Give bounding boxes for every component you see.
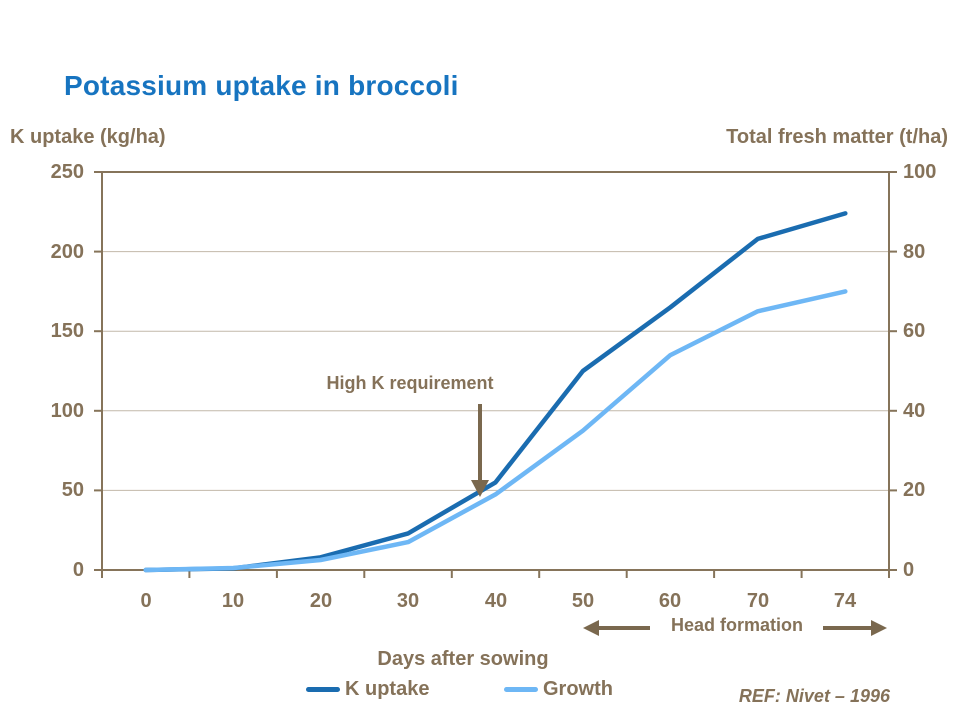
y-left-tick-label: 150 [50,320,84,342]
y-left-tick-label: 50 [61,479,84,501]
legend-label-k-uptake: K uptake [345,677,430,700]
x-tick-label: 40 [484,590,508,612]
x-axis-title: Days after sowing [377,648,549,670]
x-tick-label: 60 [658,590,682,612]
x-tick-label: 50 [571,590,595,612]
x-tick-label: 0 [140,590,152,612]
y-left-tick-label: 0 [72,559,84,581]
x-tick-label: 10 [221,590,245,612]
axis-tick-marks [94,171,897,578]
high-k-annotation: High K requirement [326,373,494,393]
x-tick-label: 70 [746,590,770,612]
y-right-tick-label: 60 [903,320,926,342]
legend-item-growth: Growth [504,676,613,702]
head-formation-annotation: Head formation [670,615,803,635]
legend-item-k-uptake: K uptake [306,676,429,702]
y-right-tick-label: 20 [903,479,926,501]
k-uptake-swatch-icon [306,686,340,692]
growth-swatch-icon [504,686,538,692]
y-right-tick-label: 100 [903,161,937,183]
x-tick-label: 30 [396,590,420,612]
y-right-tick-label: 80 [903,241,926,263]
y-right-tick-label: 40 [903,400,926,422]
y-left-tick-label: 250 [50,161,84,183]
x-tick-label: 74 [833,590,857,612]
chart-title: Potassium uptake in broccoli [64,70,459,101]
y-left-axis-title: K uptake (kg/ha) [10,126,166,148]
growth-line [143,289,848,573]
x-tick-label: 20 [309,590,333,612]
plot-border [101,171,890,571]
legend-label-growth: Growth [543,677,613,700]
y-left-tick-label: 200 [50,241,84,263]
gridlines [102,251,889,491]
reference-text: REF: Nivet – 1996 [738,686,890,706]
y-right-tick-label: 0 [903,559,915,581]
head-formation-span-arrows-icon [583,620,887,636]
y-left-tick-label: 100 [50,400,84,422]
y-right-axis-title: Total fresh matter (t/ha) [726,126,948,148]
high-k-arrow-icon [471,404,489,497]
